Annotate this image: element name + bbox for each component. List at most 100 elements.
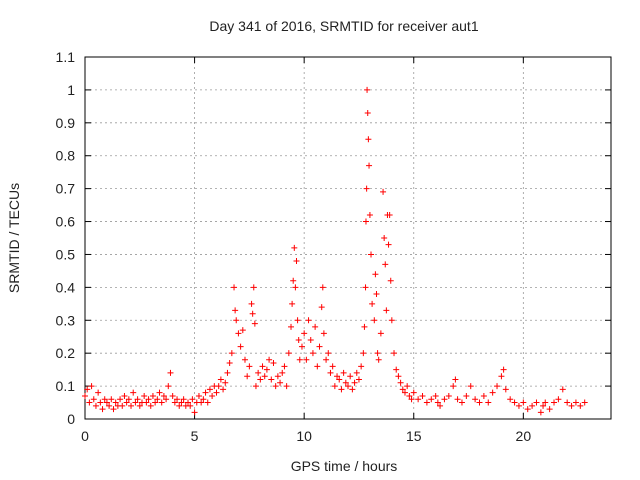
data-point	[180, 396, 187, 403]
data-point	[342, 379, 349, 386]
data-point	[195, 392, 202, 399]
data-point	[351, 379, 358, 386]
data-point	[99, 406, 106, 413]
data-point	[220, 386, 227, 393]
data-point	[158, 399, 165, 406]
data-point	[187, 402, 194, 409]
data-point	[295, 337, 302, 344]
data-point	[564, 399, 571, 406]
data-point	[452, 376, 459, 383]
data-point	[178, 399, 185, 406]
data-point	[134, 396, 141, 403]
data-point	[176, 402, 183, 409]
data-point	[406, 392, 413, 399]
data-point	[347, 373, 354, 380]
data-point	[156, 389, 163, 396]
y-tick-label: 0.4	[56, 279, 76, 295]
data-point	[112, 399, 119, 406]
data-point	[480, 392, 487, 399]
data-point	[277, 379, 284, 386]
data-points	[82, 86, 588, 416]
data-point	[248, 300, 255, 307]
data-point	[355, 376, 362, 383]
data-point	[568, 402, 575, 409]
data-point	[366, 211, 373, 218]
data-point	[381, 235, 388, 241]
y-tick-label: 0.1	[56, 378, 76, 394]
data-point	[132, 399, 139, 406]
data-point	[320, 330, 327, 337]
y-tick-label: 0.7	[56, 181, 76, 197]
data-point	[423, 399, 430, 406]
data-point	[97, 399, 104, 406]
data-point	[345, 383, 351, 390]
data-point	[145, 396, 152, 403]
data-point	[255, 369, 262, 376]
data-point	[437, 402, 444, 409]
data-point	[454, 396, 461, 403]
data-point	[336, 376, 343, 383]
data-point	[415, 396, 422, 403]
data-point	[450, 383, 457, 390]
data-point	[101, 396, 108, 403]
data-point	[340, 369, 347, 376]
data-point	[171, 399, 178, 406]
data-point	[312, 323, 319, 330]
data-point	[121, 392, 128, 399]
data-point	[198, 399, 205, 406]
grid	[85, 57, 611, 419]
data-point	[441, 396, 448, 403]
data-point	[540, 402, 547, 409]
data-point	[226, 360, 233, 367]
data-point	[82, 392, 88, 399]
data-point	[251, 320, 258, 327]
data-point	[244, 373, 251, 380]
data-point	[371, 317, 378, 324]
axis-ticks: 0 5 10 15 20 0 0.1 0.2 0.3 0.4 0.5 0.6 0.7 0.8 0.9 1 1.1	[56, 49, 611, 444]
data-point	[125, 396, 132, 403]
data-point	[372, 271, 379, 278]
data-point	[388, 317, 395, 324]
data-point	[222, 379, 229, 386]
data-point	[200, 396, 207, 403]
data-point	[515, 402, 522, 409]
data-point	[408, 396, 415, 403]
y-tick-label: 0.9	[56, 115, 76, 131]
data-point	[314, 363, 321, 370]
data-point	[485, 399, 492, 406]
data-point	[272, 383, 279, 390]
data-point	[217, 376, 224, 383]
data-point	[266, 356, 273, 363]
data-point	[542, 399, 549, 406]
y-tick-label: 0.3	[56, 312, 76, 328]
data-point	[285, 350, 292, 357]
data-point	[329, 363, 336, 370]
data-point	[235, 330, 242, 337]
data-point	[401, 389, 408, 396]
data-point	[369, 300, 376, 307]
y-tick-label: 1	[67, 82, 75, 98]
data-point	[373, 290, 380, 297]
data-point	[520, 399, 527, 406]
data-point	[95, 389, 102, 396]
data-point	[374, 350, 381, 357]
data-point	[239, 327, 246, 334]
data-point	[331, 383, 338, 390]
data-point	[232, 307, 239, 314]
data-point	[130, 389, 137, 396]
data-point	[432, 392, 439, 399]
data-point	[292, 284, 299, 291]
data-point	[463, 392, 470, 399]
data-point	[237, 343, 244, 350]
data-point	[364, 86, 371, 93]
data-point	[385, 241, 392, 248]
data-point	[84, 386, 91, 393]
data-point	[167, 369, 174, 376]
data-point	[204, 399, 211, 406]
data-point	[546, 406, 553, 413]
data-point	[233, 317, 240, 324]
data-point	[108, 396, 115, 403]
data-point	[524, 406, 531, 413]
data-point	[268, 376, 275, 383]
data-point	[249, 310, 256, 317]
